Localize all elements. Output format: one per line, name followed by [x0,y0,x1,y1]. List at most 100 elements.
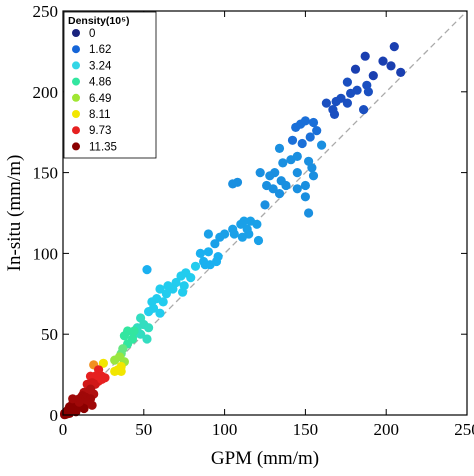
data-point [300,192,310,202]
data-point [129,326,139,336]
data-point [329,109,340,119]
x-tick-label: 0 [59,420,68,439]
data-point [210,239,220,249]
data-point [274,189,285,199]
data-point [200,260,210,270]
data-point [195,248,205,258]
data-point [363,87,373,97]
x-ticks: 0 50 100 150 200 250 [59,11,474,439]
x-tick-label: 200 [373,420,399,439]
data-point [203,229,213,239]
legend-label: 6.49 [89,93,111,105]
data-point [144,323,154,333]
data-point [297,138,307,149]
legend-label: 9.73 [89,125,111,137]
data-point [308,171,319,181]
legend-marker [72,77,80,86]
data-point [237,232,247,242]
points-layer [60,42,406,420]
legend: Density(10⁵) 0 1.62 3.24 4.86 6.49 8.11 9.73 11… [63,11,157,159]
y-ticks: 0 50 100 150 200 250 [33,2,467,425]
legend-label: 1.62 [89,44,111,56]
y-tick-label: 50 [41,325,58,344]
data-point [274,143,285,153]
data-point [286,155,296,165]
legend-label: 8.11 [89,109,111,121]
data-point [368,71,378,81]
legend-marker [72,110,80,118]
legend-label: 4.86 [89,77,111,89]
legend-marker [72,93,80,102]
data-point [304,208,314,218]
y-axis-label: In-situ (mm/m) [4,155,25,272]
legend-marker [72,61,80,70]
data-point [350,64,361,74]
data-point [163,281,173,291]
data-point [253,235,264,246]
data-point [229,229,239,239]
data-point [307,163,317,173]
data-point [155,284,165,294]
y-tick-label: 0 [50,406,59,425]
data-point [236,219,246,229]
data-point [305,132,315,142]
data-point [178,287,188,297]
data-point [119,331,129,341]
data-point [116,366,126,376]
data-point [300,180,310,191]
plot-frame [62,10,468,416]
data-point [98,358,108,368]
x-tick-label: 50 [135,420,152,439]
reference-line-layer [62,10,468,416]
data-point [228,179,238,189]
data-point [158,297,168,307]
data-point [142,334,152,344]
y-tick-label: 250 [33,2,59,21]
data-point [110,366,120,376]
data-point [386,61,396,71]
x-tick-label: 150 [293,420,319,439]
data-point [396,67,406,77]
legend-label: 3.24 [89,60,112,72]
legend-marker [72,126,80,135]
data-point [342,98,352,108]
legend-marker [72,142,80,151]
data-point [265,171,275,181]
reference-line [62,10,468,416]
data-point [268,184,278,194]
data-point [68,394,78,404]
data-point [255,168,265,178]
legend-label: 0 [89,28,95,40]
x-tick-label: 250 [454,420,474,439]
x-tick-label: 100 [212,420,238,439]
data-point [278,158,288,168]
data-point [155,308,165,318]
legend-title: Density(10⁵) [68,15,130,27]
data-point [331,96,341,107]
data-point [281,180,291,191]
y-tick-label: 150 [33,164,59,183]
data-point [360,51,370,61]
data-point [87,400,97,410]
data-point [203,247,213,257]
data-point [260,200,270,210]
data-point [346,88,356,98]
data-point [359,105,369,115]
data-point [342,77,352,87]
data-point [190,261,201,271]
data-point [186,273,196,283]
data-point [291,122,301,132]
data-point [292,184,302,194]
legend-marker [72,45,80,54]
data-point [292,168,302,178]
data-point [110,355,120,365]
legend-label: 11.35 [89,141,117,153]
y-tick-label: 200 [33,83,59,102]
data-point [317,140,327,150]
data-point [161,289,171,299]
data-point [252,219,262,229]
data-point [176,271,186,281]
data-point [100,373,110,383]
data-point [389,42,399,52]
data-point [312,126,322,136]
